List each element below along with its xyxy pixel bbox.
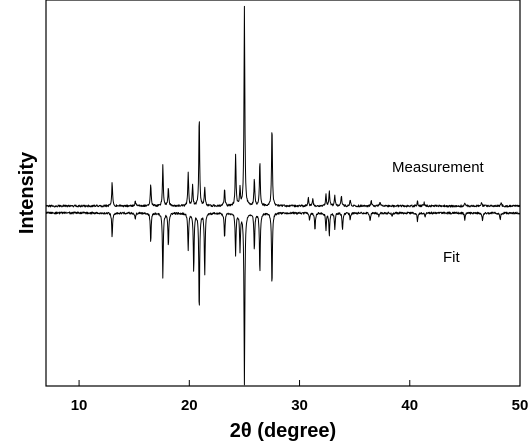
- fit-annotation: Fit: [443, 249, 460, 266]
- x-tick-label: 50: [512, 397, 529, 414]
- x-tick-label: 30: [291, 397, 308, 414]
- x-tick-label: 40: [401, 397, 418, 414]
- x-tick-label: 10: [71, 397, 88, 414]
- x-tick-label: 20: [181, 397, 198, 414]
- measurement-line: [45, 5, 521, 208]
- x-axis-title: 2θ (degree): [230, 420, 336, 442]
- x-axis-ticks: [78, 380, 521, 386]
- x-axis-tick-labels: 10 20 30 40 50: [71, 397, 529, 414]
- y-axis-title: Intensity: [16, 151, 38, 234]
- fit-line: [45, 211, 521, 386]
- measurement-annotation: Measurement: [392, 159, 485, 176]
- plot-frame: [45, 0, 521, 387]
